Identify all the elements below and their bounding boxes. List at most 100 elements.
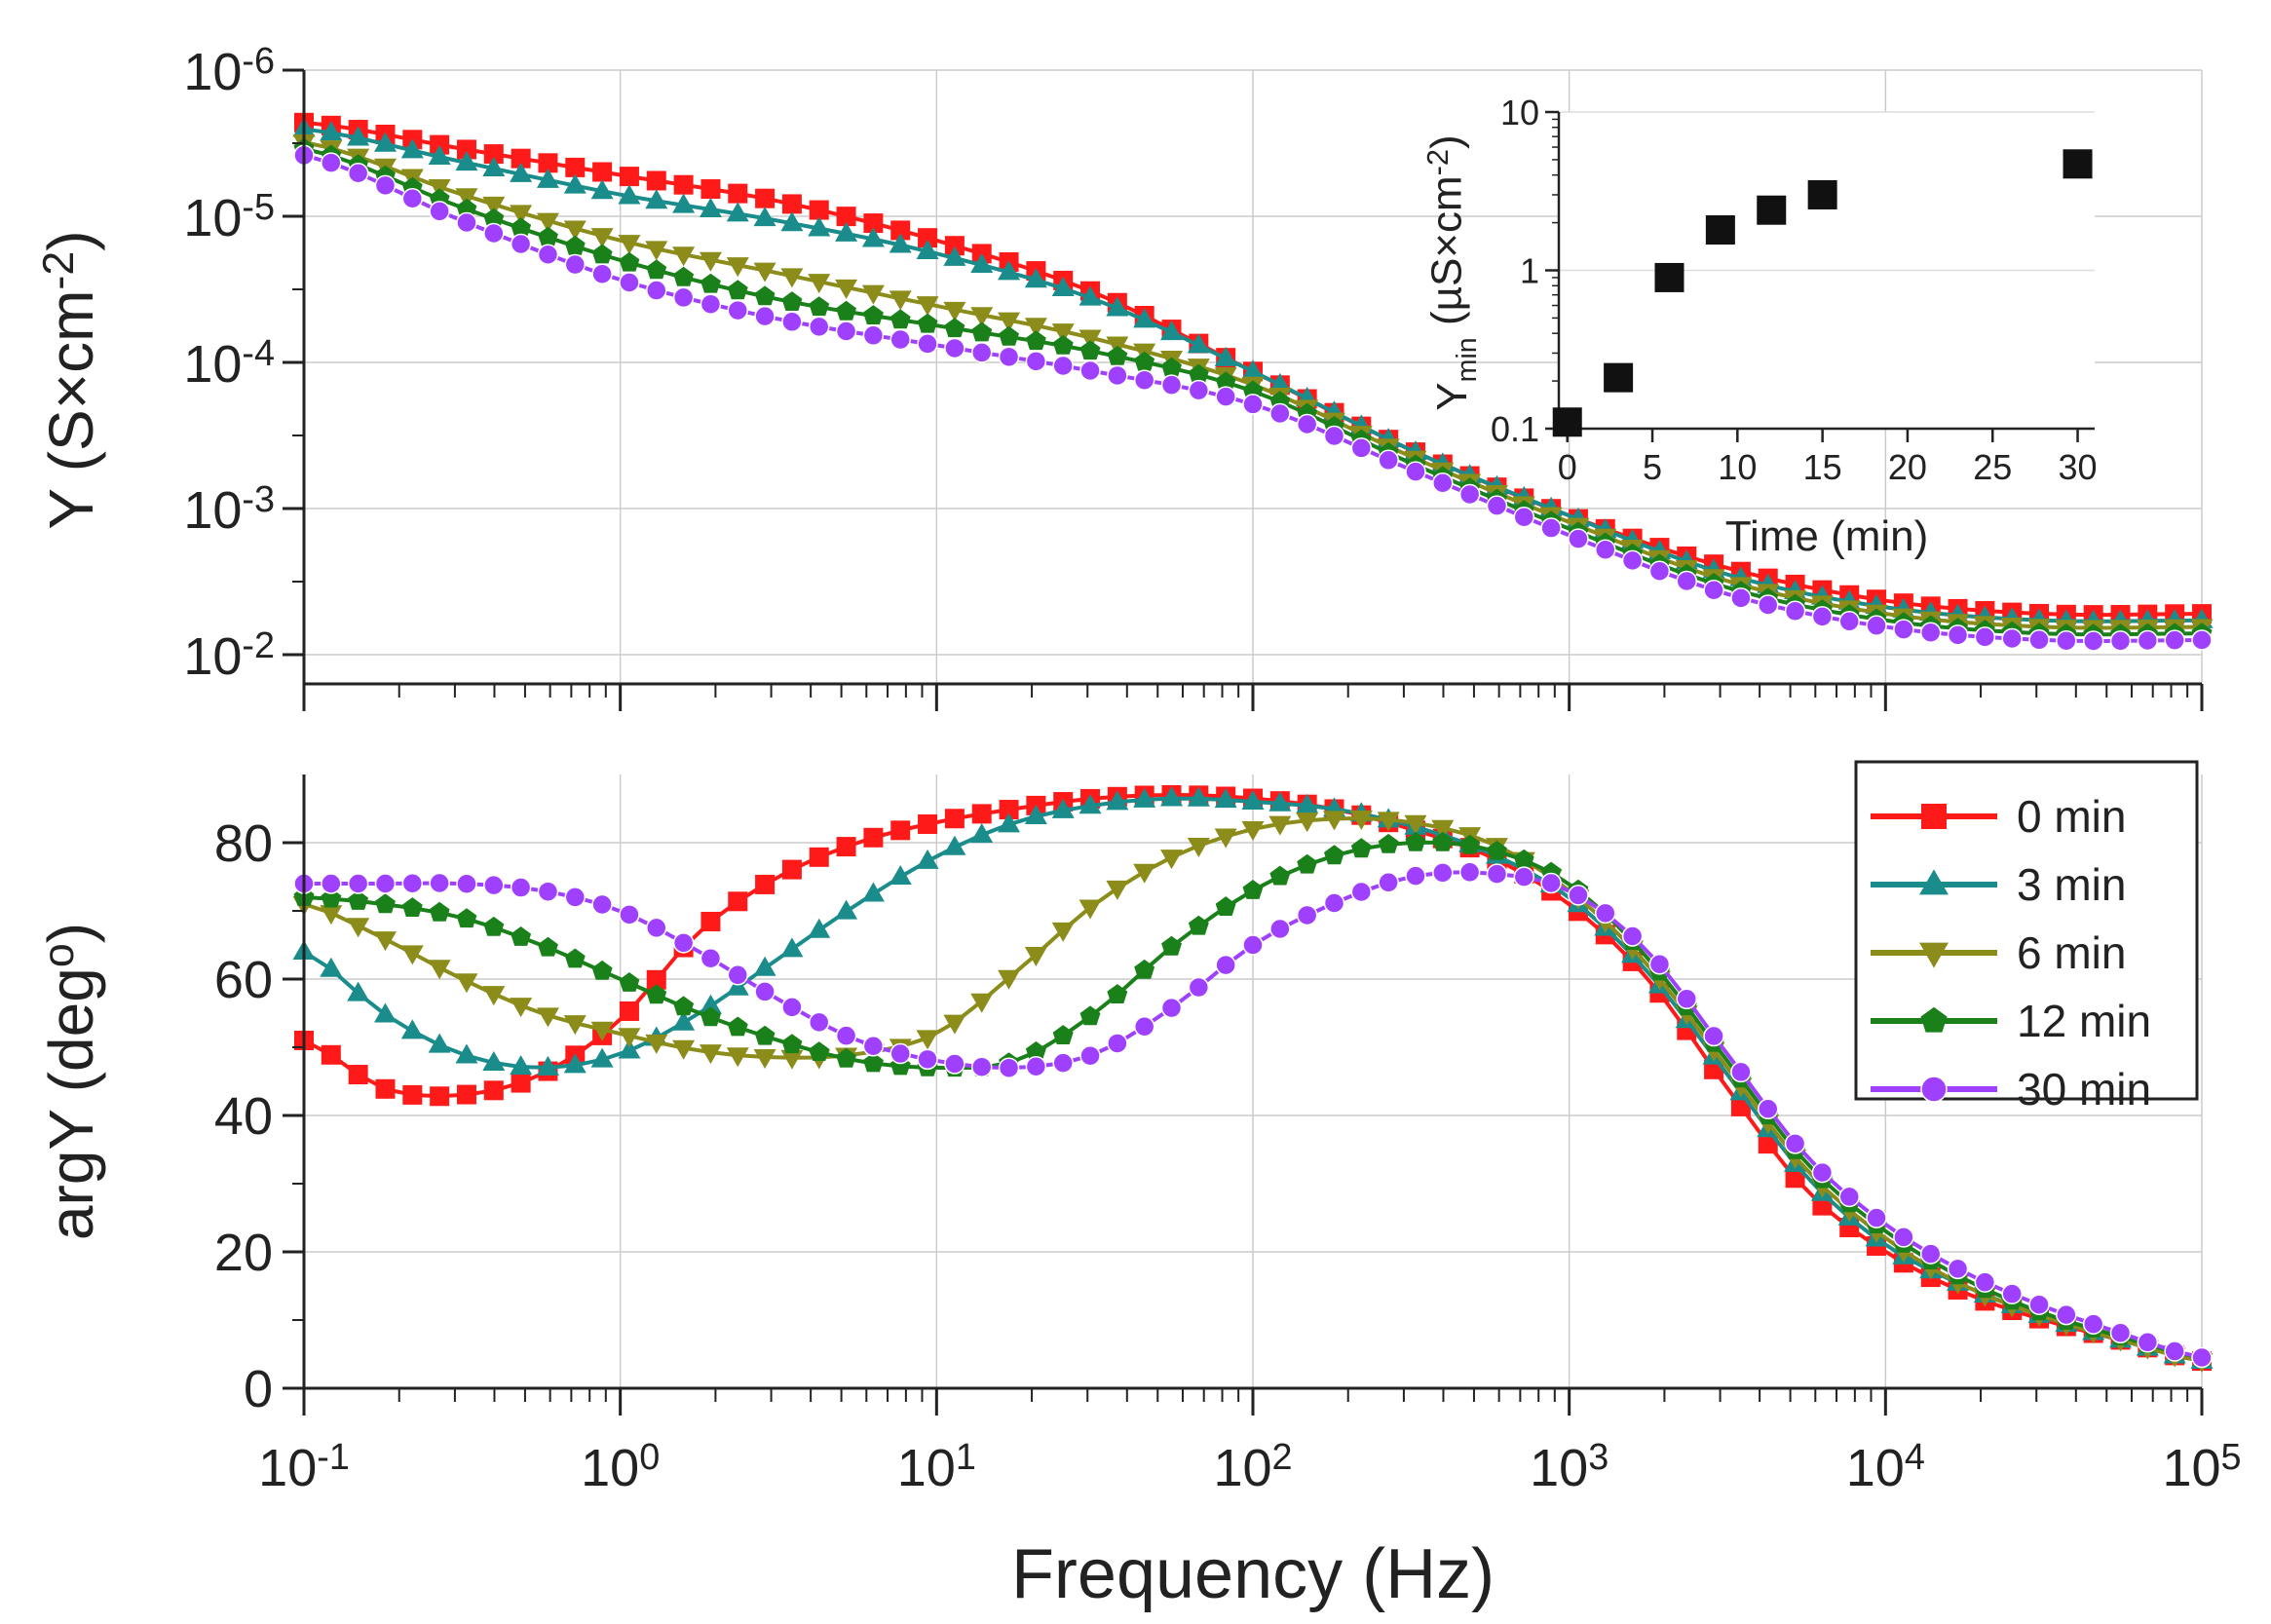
top-series-point [862,324,885,347]
top-series-point [483,222,505,245]
top-series-point [836,300,856,321]
top-series-point [700,293,722,315]
bottom-series-point [699,994,722,1014]
bottom-series-point [511,926,532,946]
bottom-series-point [483,874,505,896]
top-series-point [565,157,586,177]
top-series-point [591,263,613,284]
bottom-series-point [320,905,343,925]
bottom-series-point [618,1028,641,1048]
bottom-series-point [1214,788,1237,809]
bottom-series-point [943,835,966,855]
top-series-point [1405,461,1426,482]
bottom-series-point [944,1053,965,1075]
bottom-series-point [1974,1271,1996,1293]
bottom-series-point [1079,794,1102,814]
bottom-series-point [1188,976,1210,999]
inset-y-tick-label: 0.1 [1491,409,1539,449]
top-series-point [538,153,558,173]
bottom-series-point [618,1039,641,1059]
bottom-series-point [1431,819,1455,840]
bottom-series-30-min [293,861,2213,1369]
top-series-point [998,312,1021,332]
top-series-point [1242,380,1264,400]
inset-point [1604,362,1634,393]
top-series-point [2137,629,2159,652]
inset-panel: 0 5 10 15 20 25 30 0.1 1 10 Time (min) Ymin (µS×cm-… [1420,93,2098,560]
top-series-point [592,162,613,182]
bottom-series-point [699,1044,722,1065]
inset-x-tick-label: 10 [1718,447,1757,487]
bottom-series-point [1919,1243,1942,1265]
bottom-series-point [1269,918,1291,940]
bottom-series-point [862,1052,884,1073]
top-series-point [1974,626,1996,648]
top-series-point [673,174,694,195]
bottom-series-point [889,865,912,886]
top-series-point [1378,449,1399,472]
inset-x-tick-label: 30 [2059,447,2098,487]
bottom-series-point [1540,872,1562,894]
bottom-y-tick-label: 40 [214,1087,273,1146]
top-series-point [863,213,884,234]
bottom-series-point [645,1034,668,1054]
bottom-series-point [672,1039,696,1060]
top-series-point [889,290,912,311]
top-series-point [808,274,831,294]
x-tick-label: 105 [2162,1437,2241,1497]
bottom-series-point [1758,1134,1778,1154]
inset-point [1654,262,1684,292]
bottom-series-point [2028,1294,2050,1315]
x-tick-label: 100 [581,1437,660,1497]
top-series-point [944,318,965,338]
top-series-point [1079,359,1101,382]
bottom-series-point [1160,786,1184,807]
top-series-point [809,296,830,317]
bottom-series-point [672,1010,696,1031]
legend-item: 0 min [1871,791,2126,842]
legend-swatch-marker [1921,804,1947,829]
top-series-point [700,273,721,293]
bottom-series-point [511,1073,531,1093]
bottom-series-point [1214,828,1237,849]
legend-swatch-marker [1919,942,1949,968]
x-tick-label: 104 [1846,1437,1925,1497]
top-series-point [430,134,450,155]
bottom-series-point [646,984,667,1004]
x-tick-label: 102 [1213,1437,1292,1497]
bottom-series-point [1486,863,1508,885]
top-series-point [808,216,831,237]
top-series-point [1025,330,1046,351]
bottom-series-point [835,1025,857,1046]
top-series-point [943,301,966,321]
bottom-series-point [1432,831,1454,851]
top-series-point [645,189,668,209]
bottom-series-point [780,937,804,958]
bottom-series-point [1133,1015,1155,1038]
top-series-point [1540,517,1562,539]
top-series-point [564,253,587,276]
top-series-point [861,284,885,305]
bottom-series-point [753,956,776,976]
inset-x-tick-label: 0 [1558,447,1577,487]
top-series-point [2164,629,2185,651]
top-series-point [538,226,558,246]
legend-swatch-marker [1919,869,1949,895]
top-series-point [511,217,532,238]
bottom-series-point [1215,954,1236,976]
top-series-point [728,183,748,204]
x-axis-title: Frequency (Hz) [1011,1535,1495,1613]
top-series-point [835,321,857,342]
top-series-point [673,266,695,286]
top-series-point [429,201,450,222]
bottom-series-point [2082,1313,2104,1335]
top-series-point [483,144,504,165]
bottom-series-point [916,849,939,869]
bottom-series-point [1106,880,1129,900]
bottom-series-point [1513,849,1534,869]
top-series-point [1296,413,1318,435]
bottom-series-point [754,1025,776,1045]
bottom-series-point [1297,853,1318,874]
bottom-series-point [1947,1258,1969,1280]
bottom-series-point [1866,1207,1887,1228]
